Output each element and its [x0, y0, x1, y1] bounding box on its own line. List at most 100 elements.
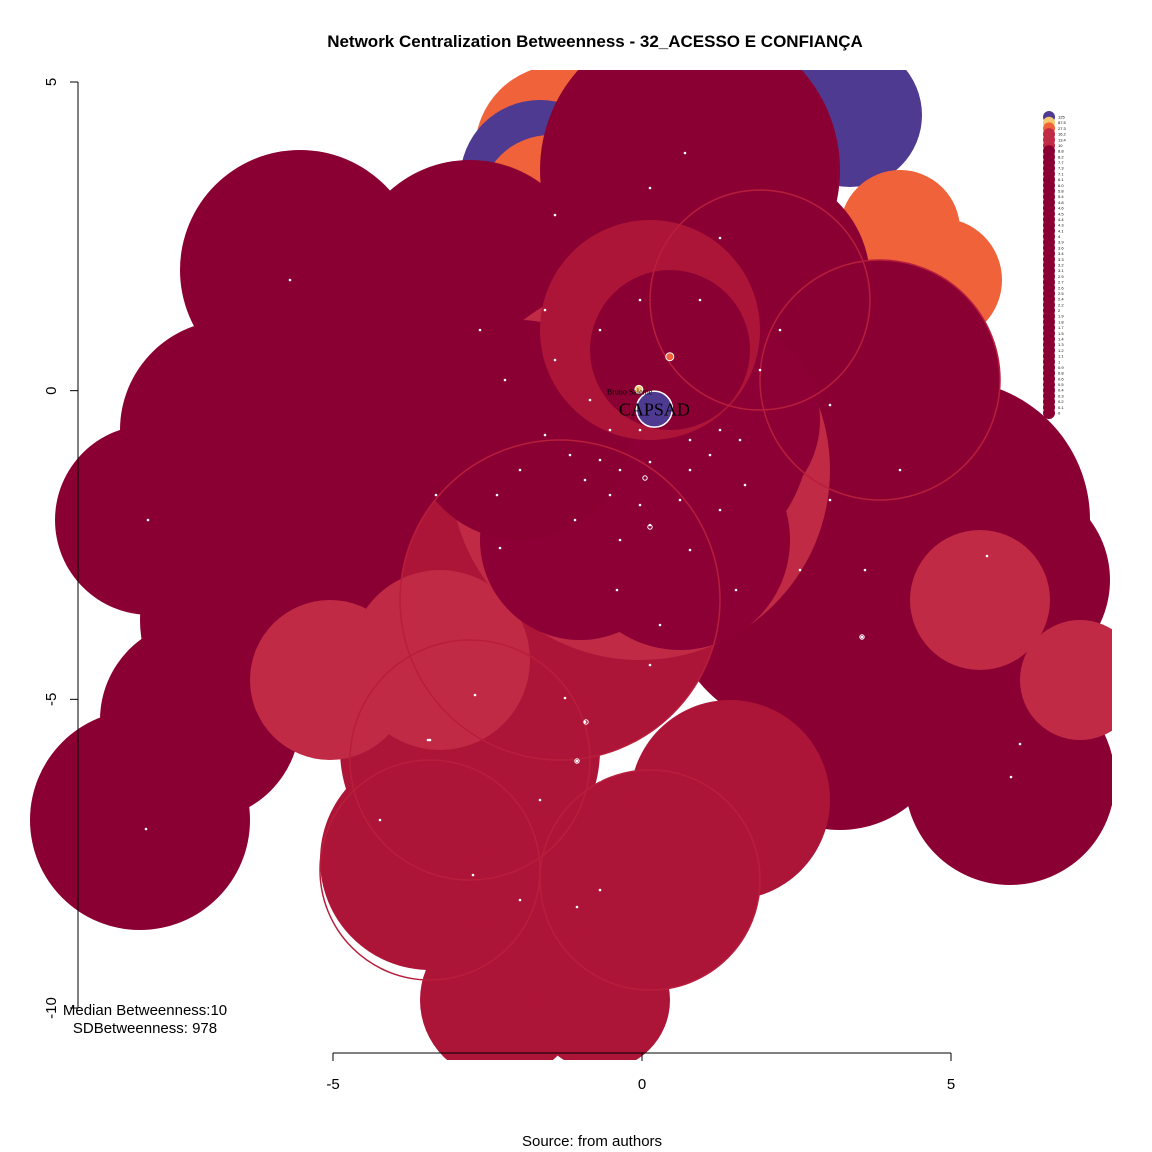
node-point — [598, 458, 602, 462]
node-point — [588, 398, 592, 402]
node-point — [434, 493, 438, 497]
node-point — [648, 186, 652, 190]
node-point — [598, 328, 602, 332]
node-point — [688, 468, 692, 472]
legend: 12587.527.316.213.4108.88.27.77.37.16.16… — [1043, 111, 1067, 419]
legend-label: 0.6 — [1058, 376, 1064, 381]
node-point — [648, 460, 652, 464]
node-point — [688, 438, 692, 442]
node-point — [658, 623, 662, 627]
network-node-outline — [649, 189, 871, 411]
x-axis: -5 0 5 — [326, 1052, 955, 1093]
y-tick-label: 5 — [43, 78, 60, 86]
median-betweenness-text: Median Betweenness:10 — [63, 1002, 227, 1019]
legend-label: 3.3 — [1058, 257, 1064, 262]
node-point — [618, 468, 622, 472]
legend-label: 0.5 — [1058, 382, 1064, 387]
legend-label: 4.4 — [1058, 217, 1064, 222]
node-label: Bruno Saleme — [607, 388, 653, 397]
node-point — [378, 818, 382, 822]
node-point-ring — [583, 719, 589, 725]
legend-label: 8.2 — [1058, 154, 1064, 159]
legend-label: 1.3 — [1058, 342, 1064, 347]
node-point — [1018, 742, 1022, 746]
legend-label: 3.2 — [1058, 263, 1064, 268]
legend-label: 5.4 — [1058, 194, 1064, 199]
capsad-node — [635, 390, 674, 428]
node-point — [518, 898, 522, 902]
network-node-bubble — [590, 270, 750, 430]
legend-label: 3.9 — [1058, 240, 1064, 245]
node-point — [688, 548, 692, 552]
node-point — [718, 428, 722, 432]
legend-label: 4.1 — [1058, 228, 1064, 233]
legend-label: 3.1 — [1058, 268, 1064, 273]
legend-label: 0 — [1058, 411, 1061, 416]
network-node-bubble — [630, 700, 830, 900]
node-points-layer — [144, 151, 1022, 909]
legend-label: 1.2 — [1058, 348, 1064, 353]
legend-label: 2.7 — [1058, 280, 1064, 285]
secondary-node — [665, 352, 675, 362]
node-point — [738, 438, 742, 442]
sd-betweenness-text: SDBetweenness: 978 — [73, 1020, 217, 1037]
x-tick-label: 5 — [947, 1076, 955, 1093]
y-tick-label: 0 — [43, 386, 60, 394]
network-node-bubble — [910, 530, 1050, 670]
legend-label: 4 — [1058, 234, 1061, 239]
legend-label: 16.2 — [1058, 132, 1067, 137]
node-point — [146, 518, 150, 522]
node-point — [575, 759, 579, 763]
legend-label: 1 — [1058, 359, 1061, 364]
legend-label: 4.3 — [1058, 223, 1064, 228]
source-caption: Source: from authors — [522, 1133, 662, 1150]
legend-label: 0.1 — [1058, 405, 1064, 410]
node-point — [608, 493, 612, 497]
node-point — [538, 798, 542, 802]
node-point — [615, 588, 619, 592]
node-point — [553, 358, 557, 362]
legend-label: 2.5 — [1058, 291, 1064, 296]
node-point — [828, 403, 832, 407]
legend-label: 1.5 — [1058, 331, 1064, 336]
network-node-bubble — [100, 620, 300, 820]
node-point — [575, 905, 579, 909]
node-point-ring — [574, 758, 580, 764]
node-point — [573, 518, 577, 522]
node-label: CAPSAD — [619, 399, 690, 419]
legend-label: 10 — [1058, 143, 1063, 148]
legend-label: 2.4 — [1058, 297, 1064, 302]
legend-label: 27.3 — [1058, 126, 1067, 131]
node-point — [144, 827, 148, 831]
network-node-outline — [759, 259, 1001, 501]
network-node-bubble — [530, 930, 670, 1060]
node-point — [568, 453, 572, 457]
network-node-outline — [539, 769, 761, 991]
legend-label: 4.6 — [1058, 206, 1064, 211]
node-point — [503, 378, 507, 382]
legend-label: 7.3 — [1058, 166, 1064, 171]
network-nodes-layer — [30, 70, 1112, 1060]
node-point — [718, 508, 722, 512]
legend-label: 7.1 — [1058, 171, 1064, 176]
legend-label: 3.6 — [1058, 245, 1064, 250]
node-point — [543, 433, 547, 437]
node-point — [498, 546, 502, 550]
node-point — [734, 588, 738, 592]
legend-label: 3.4 — [1058, 251, 1064, 256]
node-point-ring — [642, 475, 648, 481]
legend-label: 6.0 — [1058, 183, 1064, 188]
node-point — [563, 696, 567, 700]
node-point — [860, 635, 864, 639]
node-point-ring — [859, 634, 865, 640]
node-point — [798, 568, 802, 572]
legend-label: 13.4 — [1058, 137, 1067, 142]
node-point — [758, 368, 762, 372]
node-point — [718, 236, 722, 240]
legend-label: 1.8 — [1058, 319, 1064, 324]
network-node-outline — [349, 639, 591, 881]
node-labels-layer: CAPSAD Bruno Saleme — [607, 388, 690, 420]
legend-label: 4.8 — [1058, 200, 1064, 205]
node-point — [638, 298, 642, 302]
legend-label: 0.2 — [1058, 399, 1064, 404]
